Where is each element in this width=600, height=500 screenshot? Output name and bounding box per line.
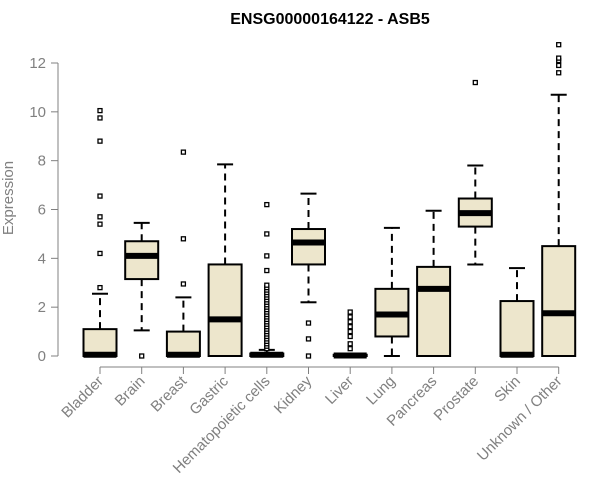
- outlier-point: [347, 324, 353, 330]
- box-iqr: [541, 245, 577, 357]
- outlier-point: [139, 353, 145, 359]
- outlier-point: [264, 267, 270, 274]
- outlier-point: [305, 353, 312, 359]
- box-1: [82, 107, 118, 358]
- box-5: [249, 201, 285, 358]
- outlier-point: [97, 193, 103, 199]
- y-axis-label: Expression: [0, 161, 17, 235]
- outlier-point: [556, 70, 562, 76]
- outlier-point: [97, 115, 103, 121]
- box-10: [457, 79, 493, 266]
- outlier-point: [97, 221, 103, 227]
- box-11: [499, 267, 535, 358]
- outlier-point: [347, 346, 353, 352]
- boxes-group: [82, 42, 577, 359]
- outlier-point: [180, 236, 187, 242]
- box-2: [124, 221, 160, 359]
- outlier-point: [347, 309, 353, 315]
- outlier-point: [347, 333, 353, 340]
- outlier-point: [264, 201, 270, 208]
- box-iqr: [124, 240, 160, 281]
- x-tick-label: Liver: [322, 373, 357, 408]
- outlier-point: [556, 55, 562, 61]
- box-8: [374, 226, 410, 357]
- box-iqr: [416, 265, 452, 358]
- outlier-point: [556, 62, 562, 69]
- y-tick-label: 6: [38, 202, 46, 219]
- x-tick-label: Breast: [148, 372, 191, 415]
- outlier-point: [347, 319, 353, 325]
- box-iqr: [207, 263, 243, 357]
- outlier-point: [180, 281, 187, 287]
- box-iqr: [499, 300, 535, 357]
- box-3: [165, 149, 201, 358]
- box-4: [207, 163, 243, 357]
- box-12: [541, 42, 577, 357]
- x-tick-label: Lung: [363, 373, 399, 409]
- y-axis: 0 2 4 6 8 10 12: [29, 55, 59, 365]
- outlier-point: [180, 149, 187, 155]
- box-7: [332, 309, 368, 359]
- outlier-point: [264, 253, 270, 259]
- outlier-point: [472, 79, 478, 86]
- y-tick-label: 12: [29, 55, 46, 72]
- outlier-point: [97, 214, 103, 220]
- x-tick-label: Skin: [491, 373, 524, 406]
- x-tick-label: Brain: [112, 373, 149, 410]
- y-tick-label: 10: [29, 104, 46, 121]
- outlier-point: [347, 314, 353, 320]
- y-tick-label: 8: [38, 153, 46, 170]
- x-tick-label: Kidney: [271, 372, 316, 417]
- box-iqr: [291, 228, 326, 266]
- box-6: [291, 192, 326, 359]
- outlier-point: [97, 107, 103, 114]
- outlier-point: [97, 284, 103, 291]
- outlier-point: [347, 341, 353, 347]
- chart-title: ENSG00000164122 - ASB5: [230, 11, 430, 28]
- y-tick-label: 4: [38, 250, 46, 267]
- x-tick-label: Prostate: [431, 373, 483, 425]
- outlier-point: [347, 328, 353, 335]
- outlier-point: [264, 282, 270, 288]
- outlier-point: [97, 138, 103, 144]
- box-9: [416, 209, 452, 358]
- outlier-point: [305, 336, 312, 342]
- y-tick-label: 2: [38, 299, 46, 316]
- outlier-point: [97, 250, 103, 257]
- y-tick-label: 0: [38, 348, 46, 365]
- outlier-point: [264, 231, 270, 237]
- outlier-point: [305, 320, 312, 326]
- outlier-point: [556, 42, 562, 48]
- x-tick-label: Bladder: [58, 373, 107, 422]
